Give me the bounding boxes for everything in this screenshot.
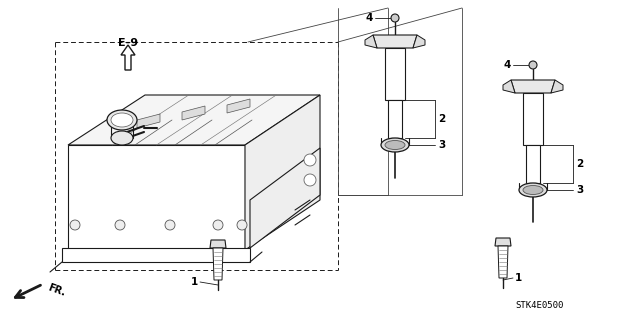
Polygon shape <box>227 99 250 113</box>
Text: 1: 1 <box>191 277 198 287</box>
Circle shape <box>213 220 223 230</box>
Ellipse shape <box>385 140 405 150</box>
Polygon shape <box>245 95 320 250</box>
Polygon shape <box>68 95 320 145</box>
Circle shape <box>304 174 316 186</box>
Text: 4: 4 <box>504 60 511 70</box>
Circle shape <box>165 220 175 230</box>
Polygon shape <box>413 35 425 48</box>
Polygon shape <box>511 80 555 93</box>
Circle shape <box>304 154 316 166</box>
Text: 2: 2 <box>576 159 583 169</box>
Ellipse shape <box>111 113 133 127</box>
Text: 3: 3 <box>576 185 583 195</box>
Ellipse shape <box>381 138 409 152</box>
Polygon shape <box>385 48 405 100</box>
Ellipse shape <box>523 186 543 195</box>
Text: 3: 3 <box>438 140 445 150</box>
Ellipse shape <box>107 110 137 130</box>
Polygon shape <box>498 246 508 278</box>
Polygon shape <box>250 148 320 248</box>
Polygon shape <box>551 80 563 93</box>
Circle shape <box>391 14 399 22</box>
Text: FR.: FR. <box>46 282 67 298</box>
Polygon shape <box>210 240 226 248</box>
Polygon shape <box>121 45 135 70</box>
Polygon shape <box>526 145 540 183</box>
Polygon shape <box>68 145 245 250</box>
Polygon shape <box>495 238 511 246</box>
Text: 4: 4 <box>365 13 373 23</box>
Polygon shape <box>213 248 223 280</box>
Polygon shape <box>365 35 377 48</box>
Polygon shape <box>503 80 515 93</box>
Polygon shape <box>137 114 160 128</box>
Circle shape <box>70 220 80 230</box>
Text: 2: 2 <box>438 114 445 124</box>
Circle shape <box>237 220 247 230</box>
Polygon shape <box>388 100 402 138</box>
Ellipse shape <box>111 131 133 145</box>
Polygon shape <box>373 35 417 48</box>
Text: 1: 1 <box>515 273 522 283</box>
Text: STK4E0500: STK4E0500 <box>516 300 564 309</box>
Text: E-9: E-9 <box>118 38 138 48</box>
Polygon shape <box>182 106 205 120</box>
Polygon shape <box>62 248 250 262</box>
Polygon shape <box>523 93 543 145</box>
Circle shape <box>115 220 125 230</box>
Ellipse shape <box>519 183 547 197</box>
Circle shape <box>529 61 537 69</box>
